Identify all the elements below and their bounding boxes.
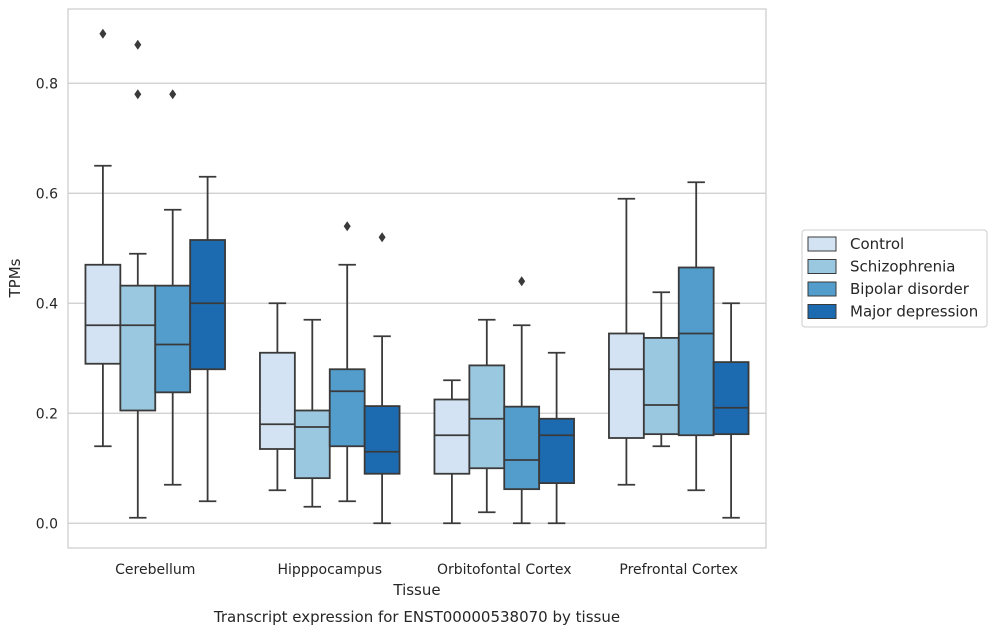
box-body	[503, 405, 541, 491]
x-tick-label: Prefrontal Cortex	[619, 562, 738, 578]
outlier-point	[378, 232, 386, 243]
legend-label: Bipolar disorder	[850, 280, 970, 298]
y-tick-label: 0.0	[36, 516, 58, 532]
outlier-point	[343, 221, 351, 232]
outlier-point	[134, 39, 142, 50]
x-tick-label: Hipppocampus	[277, 562, 382, 578]
box-mark	[154, 89, 192, 486]
y-tick-label: 0.8	[36, 76, 58, 92]
legend: Control Schizophrenia Bipolar disorder Majo…	[801, 229, 988, 328]
outlier-point	[134, 89, 142, 100]
box-mark	[84, 28, 122, 448]
series-group	[189, 175, 750, 525]
outlier-point	[169, 89, 177, 100]
box-mark	[503, 276, 541, 525]
box-mark	[468, 318, 506, 514]
legend-swatch	[807, 236, 837, 252]
box-mark	[677, 181, 715, 492]
y-tick-label: 0.6	[36, 186, 58, 202]
box-mark	[642, 291, 680, 448]
box-body	[538, 417, 575, 484]
plot-area	[84, 28, 750, 525]
legend-swatch	[807, 281, 837, 297]
legend-swatch	[807, 259, 837, 274]
legend-label: Control	[850, 235, 904, 253]
box-body	[154, 284, 192, 394]
box-body	[677, 266, 715, 437]
box-body	[433, 398, 471, 475]
box-body	[712, 361, 750, 436]
box-body	[468, 364, 506, 470]
x-axis-ticks: Cerebellum Hipppocampus Orbitofontal Corte…	[115, 562, 738, 578]
outlier-point	[99, 28, 107, 39]
box-body	[189, 239, 226, 371]
box-mark	[189, 175, 226, 503]
outlier-point	[518, 276, 526, 287]
y-axis-ticks: 0.0 0.2 0.4 0.6 0.8	[36, 76, 58, 532]
y-tick-label: 0.2	[36, 406, 58, 422]
box-mark	[119, 39, 157, 519]
y-axis-label: TPMs	[6, 258, 24, 298]
legend-label: Major depression	[850, 303, 978, 321]
box-mark	[608, 197, 645, 486]
plot-frame	[67, 8, 767, 549]
box-body	[259, 351, 296, 450]
box-body	[119, 284, 157, 412]
x-axis-label: Tissue	[392, 581, 440, 599]
x-tick-label: Cerebellum	[115, 562, 195, 578]
legend-swatch	[807, 304, 837, 319]
box-mark	[293, 318, 331, 508]
x-tick-label: Orbitofontal Cortex	[437, 562, 572, 578]
legend-label: Schizophrenia	[850, 258, 955, 276]
box-mark	[363, 232, 401, 525]
box-body	[328, 368, 366, 448]
y-tick-label: 0.4	[36, 296, 58, 312]
legend-frame	[801, 229, 988, 328]
box-mark	[433, 379, 471, 525]
box-mark	[328, 221, 366, 503]
box-mark	[712, 302, 750, 519]
box-body	[642, 336, 680, 436]
box-mark	[538, 351, 575, 525]
chart-caption: Transcript expression for ENST0000053807…	[213, 608, 620, 626]
box-body	[608, 332, 645, 439]
box-body	[293, 409, 331, 480]
series-group	[119, 39, 680, 519]
box-body	[363, 405, 401, 475]
box-body	[84, 263, 122, 365]
box-mark	[259, 302, 296, 492]
